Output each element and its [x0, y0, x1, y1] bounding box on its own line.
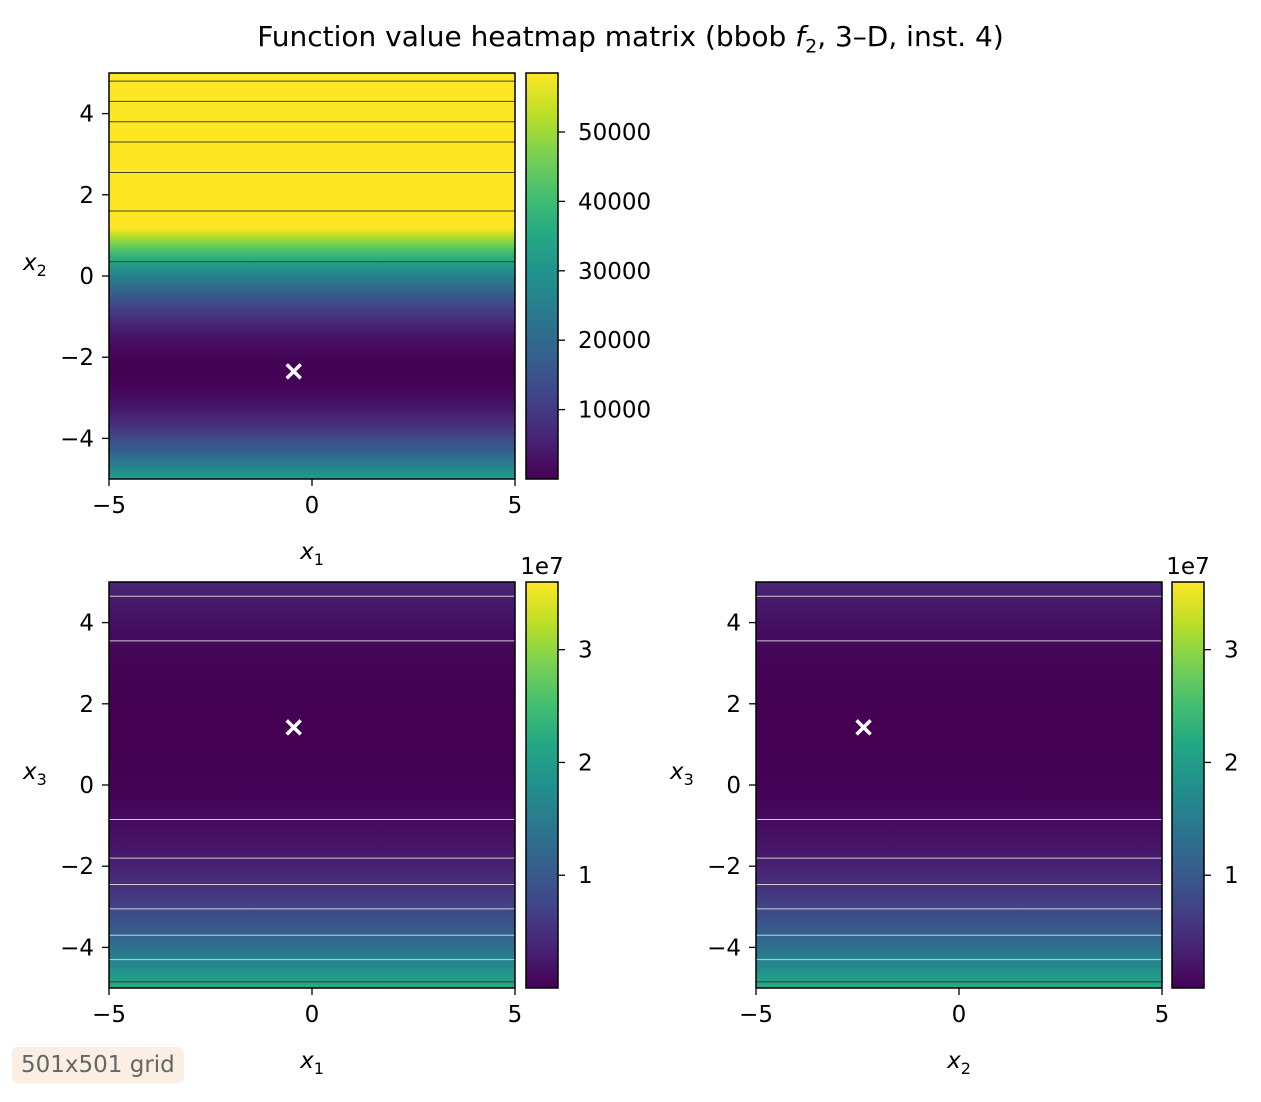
colorbar-tick-label: 2: [1224, 750, 1239, 776]
optimum-marker: [855, 719, 872, 736]
heatmap-panel-x2-x3: −5 0 5 −4 −2 0 2 4 x2 x3: [669, 581, 1170, 1078]
colorbar-tick-label: 1: [1224, 863, 1239, 889]
colorbar-tick-label: 40000: [578, 189, 651, 215]
figure-title: Function value heatmap matrix (bbob f2, …: [0, 20, 1261, 58]
x-axis-label: x1: [299, 1048, 324, 1078]
y-tick-label: 2: [79, 692, 94, 718]
y-tick-label: 2: [79, 183, 94, 209]
grid-size-note: 501x501 grid: [12, 1047, 184, 1083]
x-axis-label: x1: [299, 539, 324, 569]
x-tick-label: 5: [508, 1002, 523, 1028]
colorbar-tick-label: 20000: [578, 328, 651, 354]
y-axis-label: x3: [22, 759, 47, 789]
x-tick-label: 0: [952, 1002, 967, 1028]
y-tick-label: −2: [60, 345, 94, 371]
y-tick-label: 4: [79, 611, 94, 637]
y-tick-label: −4: [60, 426, 94, 452]
title-function-name: f: [795, 20, 806, 53]
x-axis-label: x2: [946, 1048, 971, 1078]
heatmap-panel-x1-x2: −5 0 5 −4 −2 0 2 4 x1 x2: [22, 72, 523, 569]
colorbar-tick-label: 3: [1224, 638, 1239, 664]
colorbar-bar: [1171, 581, 1205, 989]
optimum-marker: [285, 719, 302, 736]
heatmap-image: [109, 582, 515, 988]
x-tick-label: −5: [92, 1002, 126, 1028]
x-tick-label: 0: [305, 1002, 320, 1028]
y-tick-label: 0: [726, 773, 741, 799]
y-tick-label: 4: [79, 102, 94, 128]
y-tick-label: 0: [79, 773, 94, 799]
colorbar-x2-x3: 1 2 3 1e7: [1166, 554, 1239, 989]
optimum-marker: [285, 363, 302, 380]
colorbar-x1-x3: 1 2 3 1e7: [520, 554, 593, 989]
colorbar-offset-label: 1e7: [1166, 554, 1209, 580]
y-tick-label: 2: [726, 692, 741, 718]
x-tick-label: 0: [305, 493, 320, 519]
y-tick-label: 0: [79, 264, 94, 290]
colorbar-tick-label: 3: [578, 638, 593, 664]
heatmap-image: [109, 73, 515, 479]
y-tick-label: 4: [726, 611, 741, 637]
heatmap-image: [756, 582, 1162, 988]
colorbar-x1-x2: 10000 20000 30000 40000 50000: [525, 72, 651, 480]
y-tick-label: −2: [60, 854, 94, 880]
x-tick-label: −5: [92, 493, 126, 519]
colorbar-offset-label: 1e7: [520, 554, 563, 580]
colorbar-tick-label: 10000: [578, 398, 651, 424]
heatmap-panel-x1-x3: −5 0 5 −4 −2 0 2 4 x1 x3: [22, 581, 523, 1078]
title-function-subscript: 2: [805, 35, 818, 58]
colorbar-tick-label: 30000: [578, 259, 651, 285]
x-tick-label: −5: [739, 1002, 773, 1028]
colorbar-bar: [525, 581, 559, 989]
y-axis-label: x3: [669, 759, 694, 789]
title-prefix: Function value heatmap matrix (bbob: [257, 20, 796, 53]
y-tick-label: −2: [707, 854, 741, 880]
y-tick-label: −4: [707, 935, 741, 961]
colorbar-tick-label: 2: [578, 750, 593, 776]
colorbar-tick-label: 1: [578, 863, 593, 889]
y-tick-label: −4: [60, 935, 94, 961]
colorbar-tick-label: 50000: [578, 120, 651, 146]
y-axis-label: x2: [22, 250, 47, 280]
x-tick-label: 5: [1155, 1002, 1170, 1028]
title-suffix: , 3–D, inst. 4): [817, 20, 1004, 53]
x-tick-label: 5: [508, 493, 523, 519]
colorbar-bar: [525, 72, 559, 480]
